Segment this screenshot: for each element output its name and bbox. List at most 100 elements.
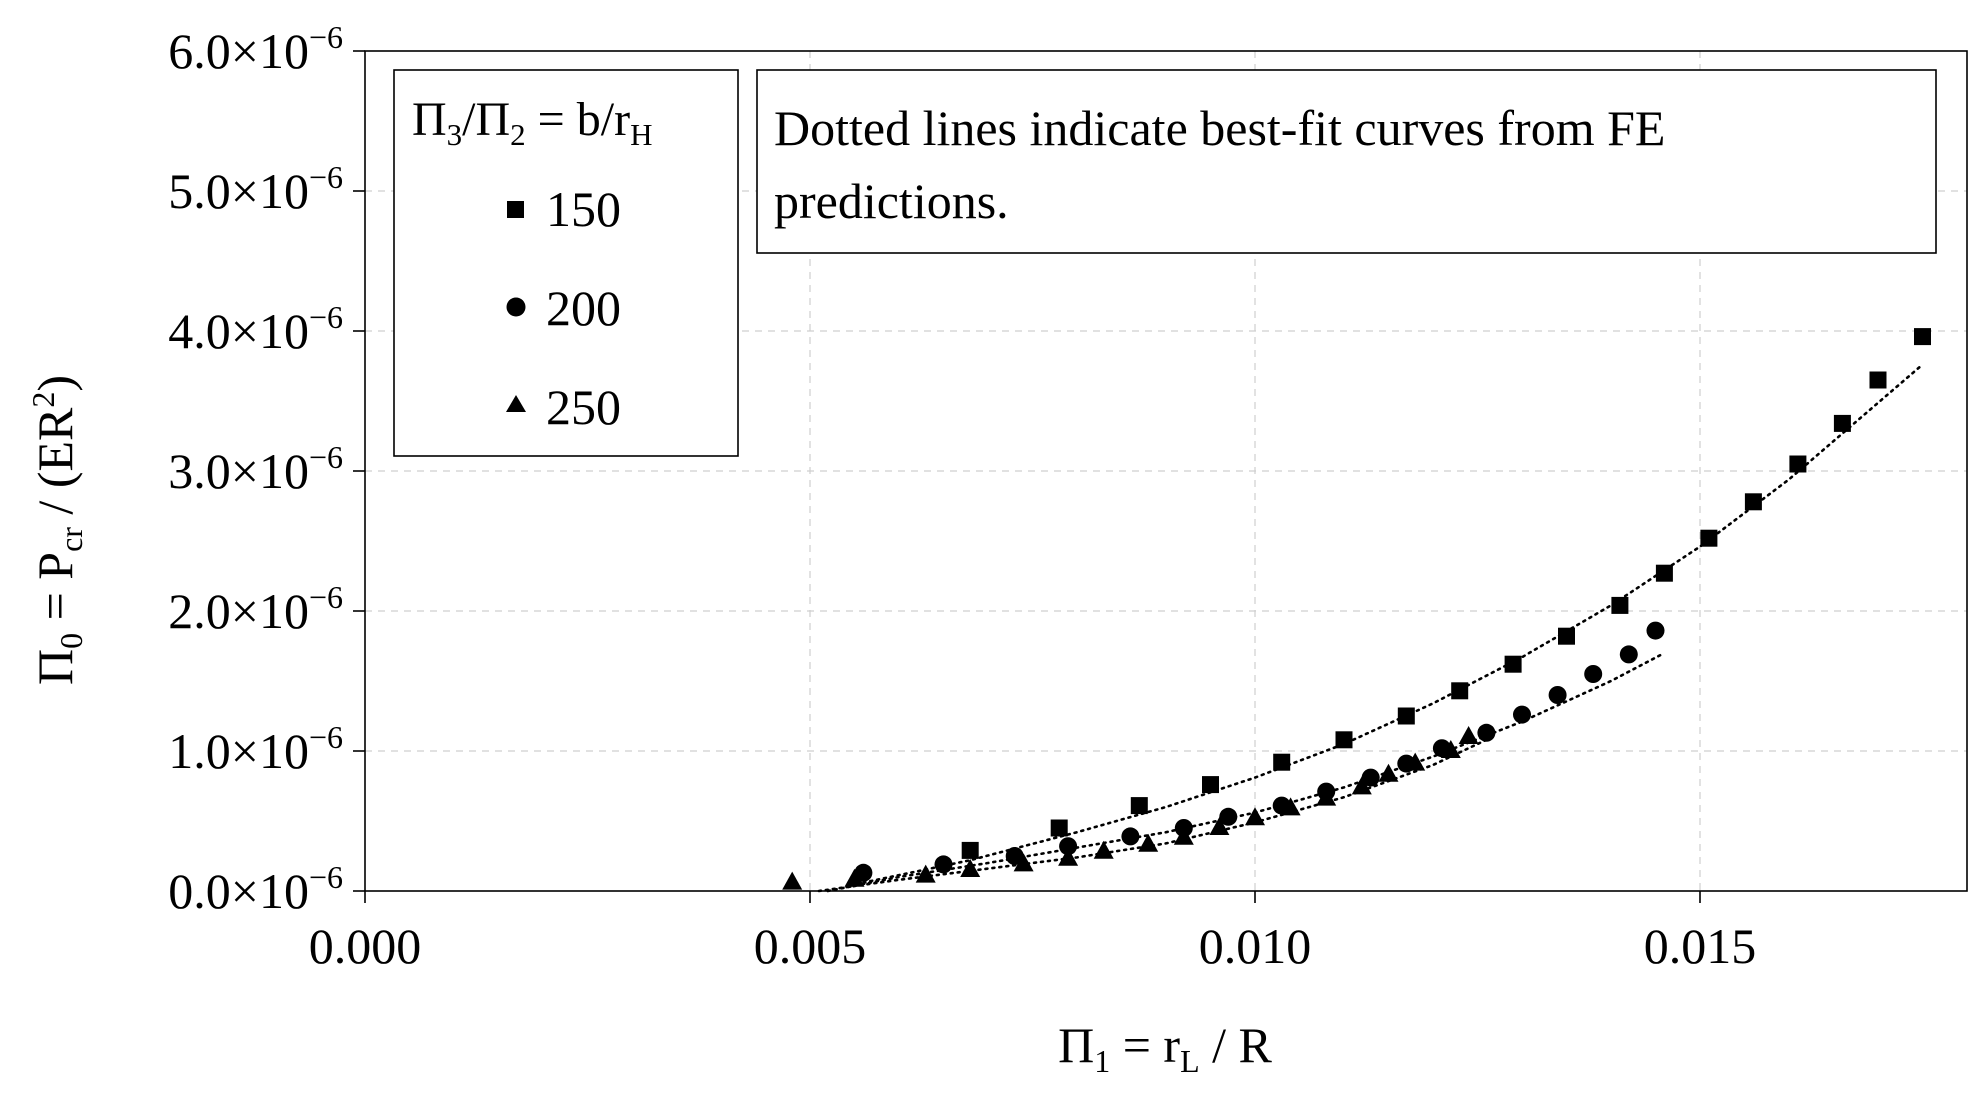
y-tick-label-exp: −6 [309, 19, 343, 55]
y-axis-label-mid: = P [27, 552, 83, 633]
data-point-250 [1378, 763, 1399, 782]
data-point-150 [1869, 371, 1887, 389]
data-point-150 [1744, 493, 1762, 511]
data-point-150 [1397, 707, 1415, 725]
y-tick-label-exp: −6 [309, 159, 343, 195]
data-point-250 [1093, 840, 1114, 859]
x-tick-label: 0.015 [1644, 918, 1757, 974]
data-point-150 [1655, 564, 1673, 582]
legend-title-a: Π [412, 93, 447, 146]
annotation-line-2: predictions. [774, 173, 1009, 229]
y-tick-label-base: 5.0×10 [168, 163, 309, 219]
data-point-200 [1646, 621, 1665, 640]
y-tick-label-base: 4.0×10 [168, 303, 309, 359]
data-point-200 [1513, 705, 1531, 724]
axis-ticks: 0.000 0.005 0.010 0.0150.0×10−61.0×10−62.0×… [168, 19, 1756, 974]
annotation-line-1: Dotted lines indicate best-fit curves fr… [774, 100, 1665, 156]
data-point-200 [1548, 686, 1567, 704]
annotation: Dotted lines indicate best-fit curves fr… [756, 69, 1937, 254]
data-point-150 [1335, 731, 1353, 749]
data-point-200 [1005, 847, 1024, 865]
legend: Π3/Π2 = b/rH 150 200 250 [393, 69, 739, 457]
y-tick-label-base: 1.0×10 [168, 723, 309, 779]
y-axis-label-main: Π [27, 649, 83, 685]
data-point-250 [844, 868, 865, 887]
x-tick-label: 0.000 [309, 918, 422, 974]
y-tick-label: 4.0×10−6 [168, 299, 343, 359]
data-point-150 [1451, 682, 1469, 700]
x-axis-label-end: / R [1200, 1017, 1273, 1073]
y-axis-label-end: ) [27, 375, 83, 392]
data-point-250 [1058, 847, 1079, 866]
x-axis-label-main: Π [1058, 1017, 1094, 1073]
data-point-250 [1209, 817, 1230, 835]
legend-title-b-sub: 2 [510, 117, 526, 152]
legend-title-c: = b/r [526, 93, 630, 146]
y-tick-label-exp: −6 [309, 299, 343, 335]
legend-title-a-sub: 3 [447, 117, 463, 152]
y-axis-label-sub2: cr [53, 527, 89, 552]
y-axis-label-sup: 2 [25, 392, 61, 408]
legend-label-150: 150 [546, 181, 621, 237]
y-tick-label-exp: −6 [309, 859, 343, 895]
data-point-150 [961, 841, 979, 859]
data-point-250 [1351, 776, 1372, 795]
data-point-150 [1700, 529, 1718, 547]
data-point-200 [1619, 645, 1638, 664]
data-point-150 [1202, 776, 1219, 794]
y-tick-label-base: 0.0×10 [168, 863, 309, 919]
x-tick-label: 0.010 [1199, 918, 1312, 974]
legend-label-250: 250 [546, 379, 621, 435]
data-point-150 [1273, 753, 1291, 771]
data-point-150 [1050, 819, 1068, 837]
data-point-250 [1440, 740, 1461, 758]
legend-marker-circle [506, 297, 526, 317]
legend-title-b: /Π [462, 93, 510, 146]
data-point-200 [1219, 807, 1238, 826]
data-point-150 [1558, 627, 1575, 645]
data-point-150 [1611, 596, 1629, 614]
y-tick-label-exp: −6 [309, 719, 343, 755]
legend-box [393, 69, 739, 457]
x-axis-label: Π1 = rL / R [1058, 1017, 1272, 1079]
y-tick-label-base: 2.0×10 [168, 583, 309, 639]
y-tick-label: 3.0×10−6 [168, 439, 343, 499]
data-point-200 [1059, 837, 1078, 856]
y-tick-label-exp: −6 [309, 439, 343, 475]
legend-label-200: 200 [546, 280, 621, 336]
data-point-250 [782, 871, 803, 890]
data-point-150 [1789, 455, 1807, 473]
y-tick-label-exp: −6 [309, 579, 343, 615]
data-point-150 [1130, 797, 1148, 815]
y-tick-label-base: 6.0×10 [168, 23, 309, 79]
data-point-250 [1138, 833, 1159, 852]
y-axis-label: Π0 = Pcr / (ER2) [25, 375, 89, 685]
data-points [782, 328, 1931, 890]
x-axis-label-sub1: 1 [1094, 1043, 1110, 1079]
data-point-250 [1280, 797, 1301, 816]
legend-marker-triangle [506, 395, 526, 412]
data-point-200 [1361, 768, 1380, 787]
data-point-250 [1458, 726, 1479, 744]
y-tick-label: 0.0×10−6 [168, 859, 343, 919]
data-point-250 [1173, 826, 1194, 845]
y-tick-label: 6.0×10−6 [168, 19, 343, 79]
data-point-250 [1316, 787, 1337, 806]
y-axis-label-mid2: / (ER [27, 407, 83, 527]
x-tick-label: 0.005 [754, 918, 867, 974]
data-point-250 [1245, 807, 1265, 826]
y-tick-label: 2.0×10−6 [168, 579, 343, 639]
data-point-200 [1477, 723, 1496, 742]
x-axis-label-mid: = r [1110, 1017, 1180, 1073]
data-point-200 [934, 855, 953, 874]
legend-title-c-sub: H [630, 117, 652, 152]
y-axis-label-sub1: 0 [53, 633, 89, 649]
data-point-150 [1833, 414, 1851, 432]
data-point-250 [915, 864, 936, 883]
legend-marker-square [507, 201, 524, 218]
data-point-250 [960, 859, 981, 877]
data-point-250 [1013, 853, 1034, 872]
y-tick-label-base: 3.0×10 [168, 443, 309, 499]
data-point-200 [1121, 827, 1140, 846]
y-tick-label: 1.0×10−6 [168, 719, 343, 779]
